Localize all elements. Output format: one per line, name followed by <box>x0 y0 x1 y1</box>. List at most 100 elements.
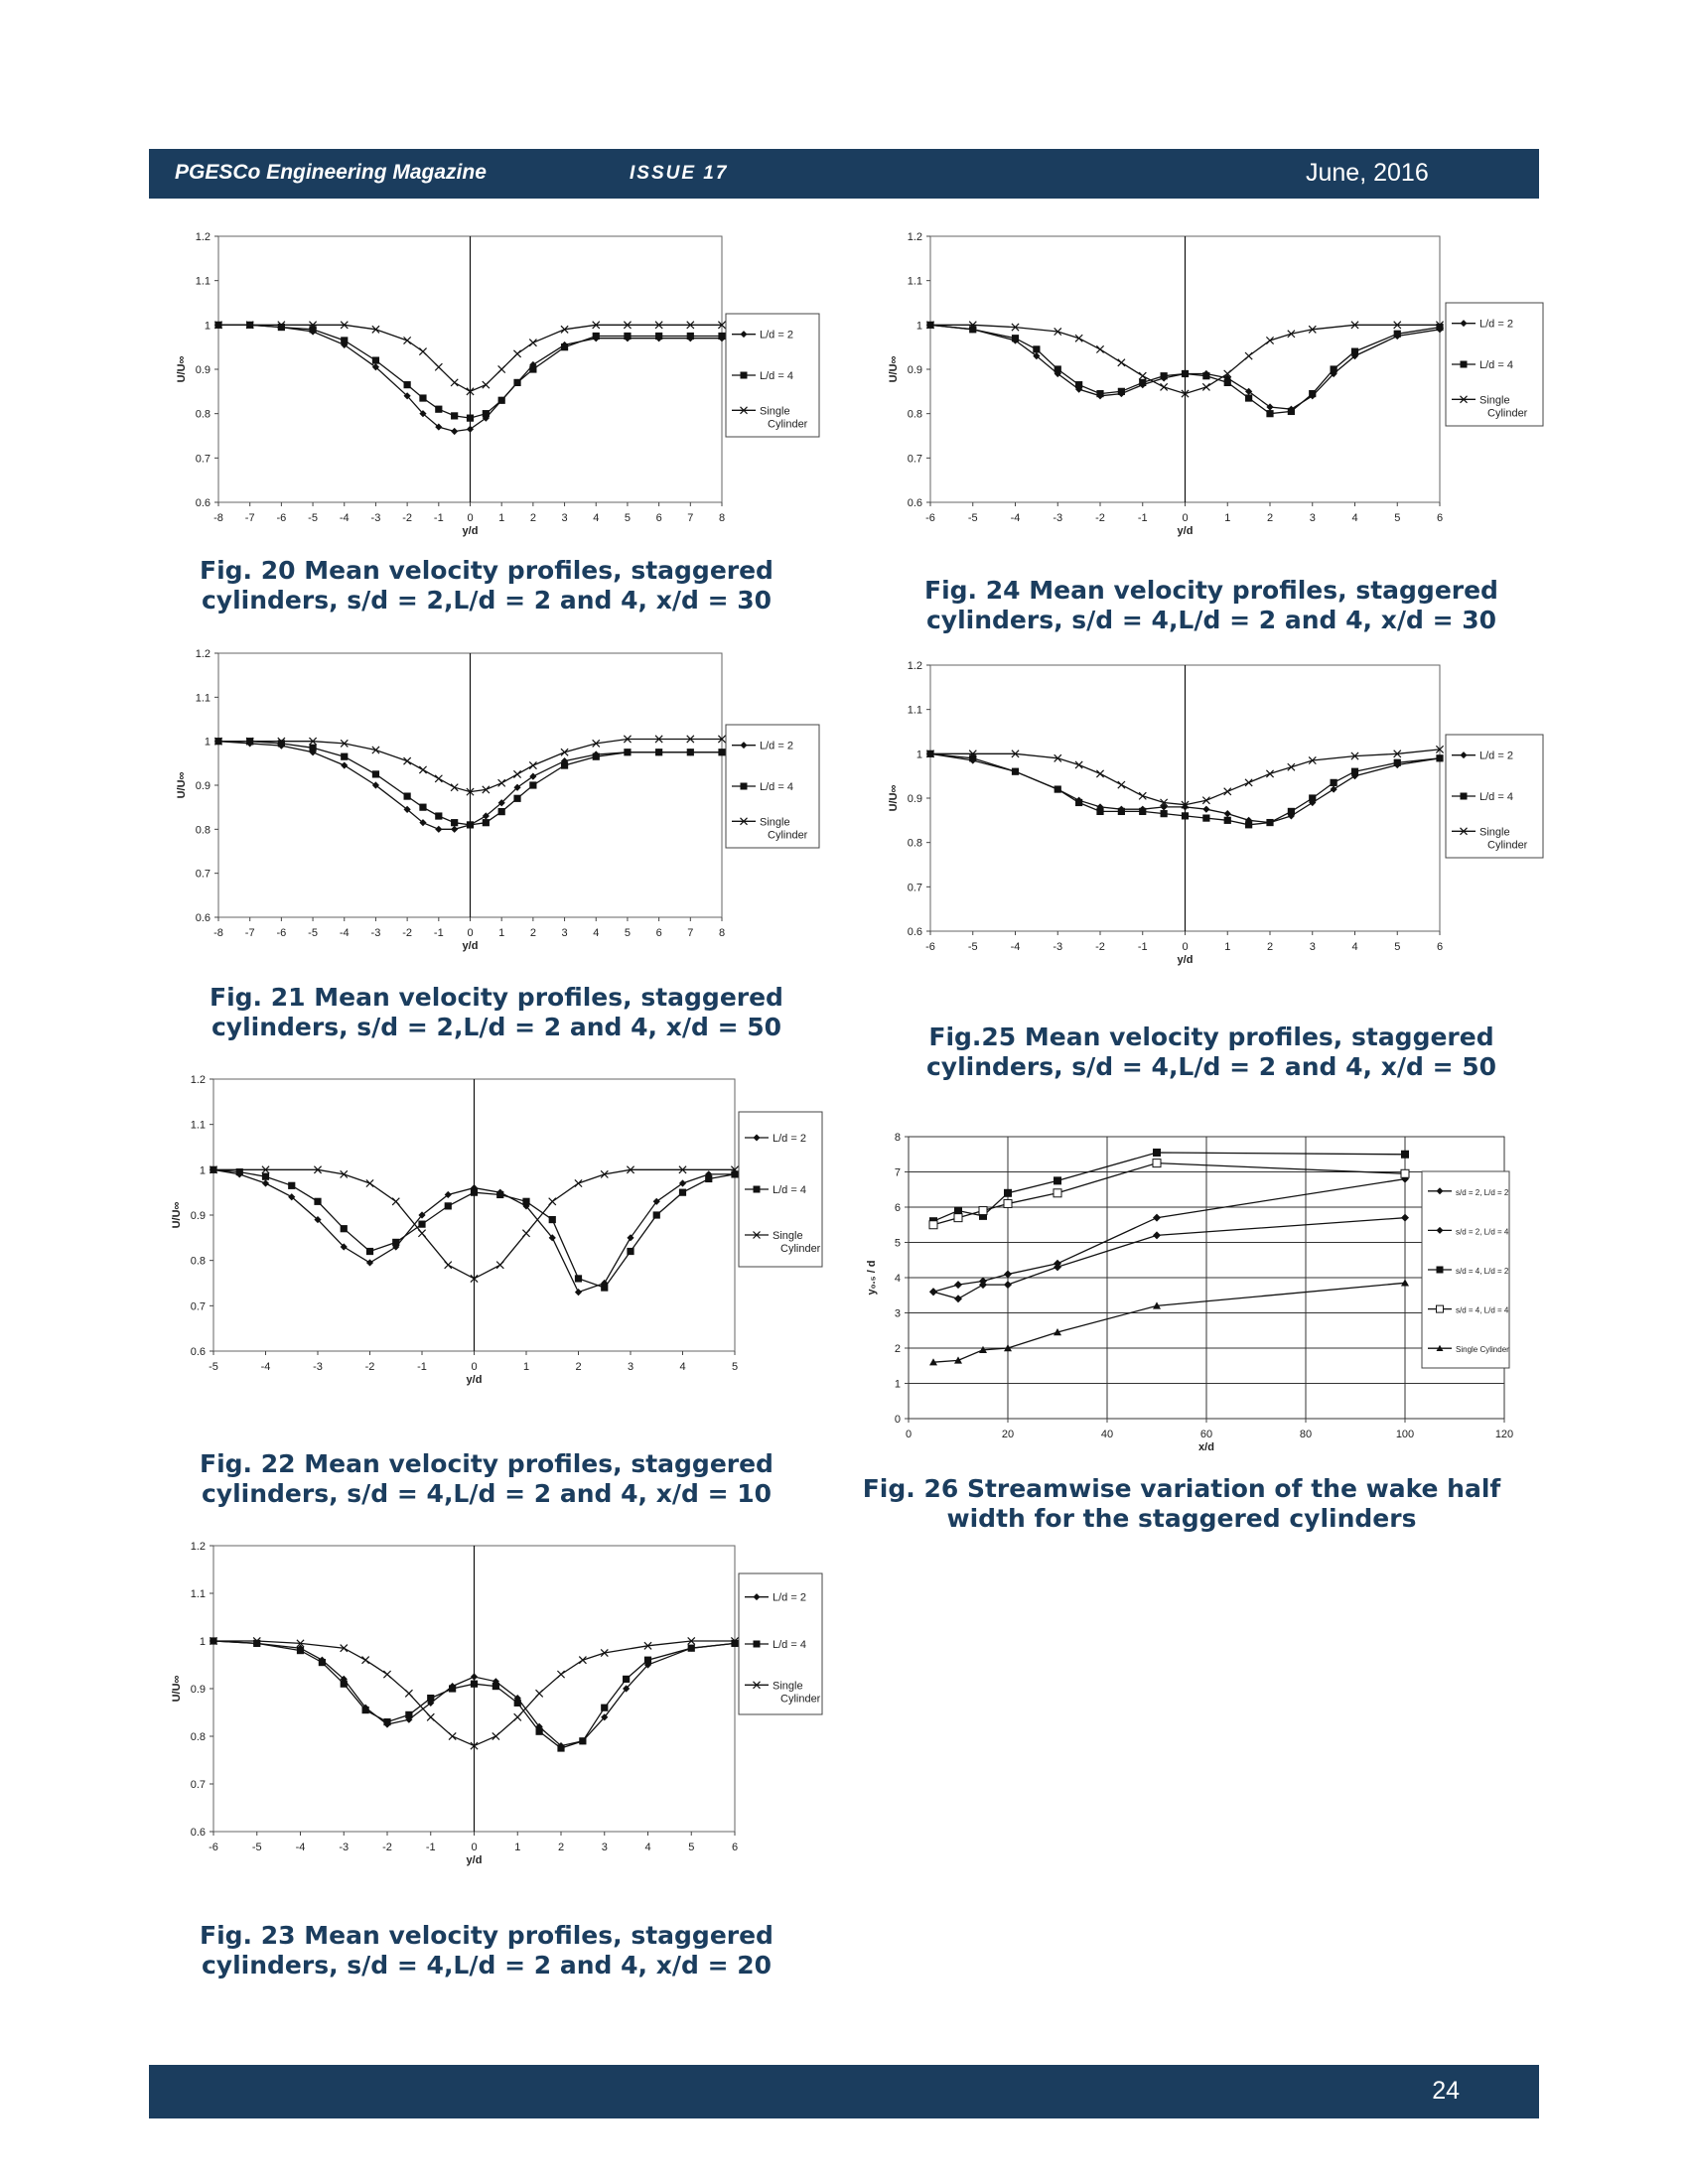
data-point <box>521 1229 531 1238</box>
data-point <box>1393 750 1402 758</box>
data-point <box>513 1712 522 1721</box>
legend-swatch-marker <box>753 1134 761 1142</box>
data-point <box>482 819 490 827</box>
legend-swatch-marker <box>753 1231 761 1239</box>
x-tick-label: -5 <box>209 1361 218 1373</box>
x-tick-label: 4 <box>593 512 599 524</box>
data-point <box>444 1202 452 1210</box>
data-point <box>419 394 427 402</box>
data-point <box>686 332 694 341</box>
data-point <box>1095 769 1105 778</box>
y-axis-label: U/U∞ <box>888 355 900 382</box>
x-tick-label: -3 <box>371 512 381 524</box>
data-point <box>535 1727 543 1735</box>
legend-label: L/d = 2 <box>773 1592 806 1604</box>
legend-swatch-marker <box>753 1640 761 1648</box>
y-tick-label: 7 <box>895 1167 901 1179</box>
x-tick-label: 60 <box>1200 1429 1212 1440</box>
x-tick-label: 2 <box>558 1842 564 1853</box>
legend-label: L/d = 2 <box>760 330 793 341</box>
legend-swatch-marker <box>740 406 748 415</box>
data-point <box>1436 323 1444 332</box>
x-tick-label: 1 <box>1224 512 1230 524</box>
data-point <box>497 778 506 787</box>
data-point <box>449 1685 457 1693</box>
data-point <box>1265 769 1275 778</box>
y-axis-label: U/U∞ <box>176 771 188 798</box>
data-point <box>592 321 601 330</box>
caption-fig20: Fig. 20 Mean velocity profiles, staggere… <box>200 556 774 614</box>
data-point <box>1139 807 1147 815</box>
data-point <box>578 1656 587 1665</box>
legend-label: Single <box>1479 394 1510 406</box>
data-point <box>623 735 632 744</box>
legend-label: L/d = 4 <box>773 1639 806 1651</box>
x-tick-label: -3 <box>1053 941 1062 953</box>
data-point <box>261 1165 270 1174</box>
x-tick-label: 2 <box>575 1361 581 1373</box>
legend-label: L/d = 4 <box>760 781 793 793</box>
data-point <box>529 365 537 373</box>
data-point <box>418 1220 426 1228</box>
data-point <box>261 1172 270 1180</box>
x-tick-label: 3 <box>628 1361 633 1373</box>
x-tick-label: 2 <box>1267 941 1273 953</box>
data-point <box>574 1179 583 1188</box>
data-point <box>383 1718 391 1726</box>
data-point <box>1223 816 1231 824</box>
data-point <box>1401 1279 1409 1287</box>
data-point <box>466 387 475 396</box>
data-point <box>1244 778 1253 787</box>
x-tick-label: -4 <box>296 1842 306 1853</box>
y-tick-label: 5 <box>895 1238 901 1250</box>
data-point <box>365 1259 374 1267</box>
data-point <box>513 1699 521 1706</box>
series-3 <box>209 1165 740 1283</box>
data-point <box>1181 812 1190 820</box>
legend-swatch-marker <box>740 331 748 339</box>
legend-label: s/d = 2, L/d = 2 <box>1456 1188 1509 1197</box>
data-point <box>574 1275 583 1283</box>
data-point <box>654 321 663 330</box>
data-point <box>309 326 317 334</box>
y-tick-label: 1 <box>895 1379 901 1391</box>
data-point <box>209 1165 218 1174</box>
legend-label: L/d = 4 <box>760 370 793 382</box>
x-tick-label: -1 <box>417 1361 427 1373</box>
data-point <box>954 1356 962 1364</box>
x-axis-label: y/d <box>467 1374 483 1386</box>
data-point <box>655 749 663 756</box>
data-point <box>470 1741 479 1750</box>
data-point <box>686 321 695 330</box>
data-point <box>419 410 427 418</box>
legend-label: Single <box>773 1680 803 1692</box>
data-point <box>1033 352 1041 360</box>
data-point <box>1287 762 1296 771</box>
data-point <box>1074 760 1083 769</box>
chart-fig21: 0.6 0.7 0.8 0.9 1 1.1 1.2 -8 -7 -6 -5 -4 -3 -2 -1 0 1 2 3 4… <box>176 648 820 952</box>
legend-label: L/d = 2 <box>1479 319 1513 331</box>
data-point <box>560 325 569 334</box>
data-point <box>309 737 318 746</box>
data-point <box>1266 410 1274 418</box>
x-tick-label: -5 <box>308 512 318 524</box>
data-point <box>652 1211 660 1219</box>
y-tick-label: 0.6 <box>191 1827 206 1839</box>
x-tick-label: 5 <box>625 512 631 524</box>
series-3 <box>925 745 1445 809</box>
chart-fig23: 0.6 0.7 0.8 0.9 1 1.1 1.2 -6 -5 -4 -3 -2 -1 0 1 2 3 4 5 6 y/… <box>171 1541 823 1866</box>
data-point <box>340 1644 349 1653</box>
data-point <box>529 781 537 789</box>
data-point <box>435 825 443 833</box>
data-point <box>1054 328 1062 337</box>
y-axis-label: U/U∞ <box>176 355 188 382</box>
data-point <box>600 1169 609 1178</box>
y-tick-label: 0.9 <box>196 364 211 376</box>
data-point <box>560 761 569 769</box>
x-tick-label: 5 <box>688 1842 694 1853</box>
data-point <box>382 1670 392 1679</box>
legend-swatch-marker <box>740 742 748 750</box>
chart-fig24: 0.6 0.7 0.8 0.9 1 1.1 1.2 -6 -5 -4 -3 -2 -1 0 1 2 3 4 5 6 y/… <box>888 231 1544 537</box>
x-tick-label: 3 <box>562 512 568 524</box>
y-axis-label: y₀.₅ / d <box>866 1260 878 1295</box>
